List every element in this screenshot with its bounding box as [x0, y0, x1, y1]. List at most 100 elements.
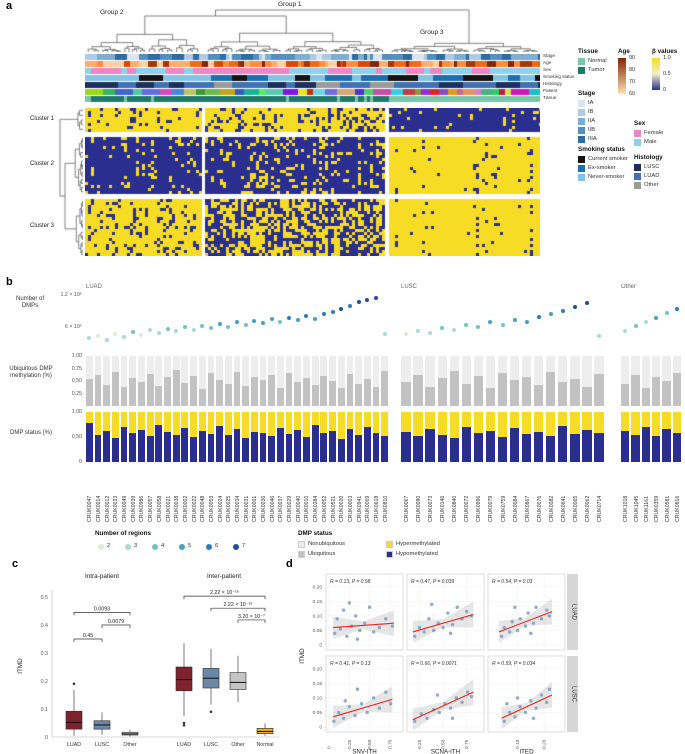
hypo-bar: [497, 437, 508, 462]
scatter-point: [337, 710, 341, 715]
ubiq-bar: [641, 387, 650, 406]
correlation-stats: R = 0.54, P = 0.03: [492, 579, 533, 585]
d-row-strip: [567, 574, 578, 650]
d-y-axis-label: ITMD: [299, 648, 306, 664]
scatter-point: [417, 625, 422, 630]
pvalue-bracket: [183, 595, 266, 600]
hypo-bar: [558, 425, 568, 462]
dmp-count-dot: [261, 321, 266, 326]
dmp-count-dot: [278, 319, 283, 324]
dmp-count-dot: [373, 295, 378, 300]
hypo-bar: [277, 427, 284, 462]
ubiq-bar: [129, 377, 137, 406]
c-y-tick: 0.3: [41, 651, 48, 657]
cluster-label-3: Cluster 3: [29, 223, 54, 229]
d-facet-content: [498, 598, 553, 643]
c-y-tick: 0.2: [41, 679, 48, 685]
scatter-point: [523, 710, 528, 715]
patient-label: CRUK0012: [104, 495, 111, 522]
scatter-point: [465, 609, 469, 614]
legend-age-bar: [618, 58, 626, 94]
dmp-count-dot: [633, 324, 638, 329]
ubiq-bar: [533, 385, 544, 406]
scatter-point: [545, 700, 549, 705]
ubiq-bar: [181, 383, 189, 406]
ubiq-bar: [112, 372, 119, 406]
dmp-count-dot: [200, 323, 205, 328]
scatter-point: [413, 719, 417, 723]
regression-line: [498, 611, 553, 633]
ubiq-bar-bg: [355, 356, 362, 406]
ubiq-bar: [425, 386, 435, 406]
dmp-count-dot: [643, 319, 648, 324]
legend-regions-label-7: 7: [242, 543, 246, 549]
c-x-label: LUAD: [67, 742, 81, 748]
d-facet-content: [412, 679, 474, 731]
hypo-bar: [207, 433, 215, 462]
legend-age-title: Age: [618, 48, 630, 55]
dmp-count-dot: [269, 317, 274, 322]
patient-label: CRUK0040: [295, 495, 302, 522]
d-facet-content: [332, 601, 395, 641]
scatter-point: [539, 693, 544, 697]
c-x-label: LUSC: [204, 742, 218, 748]
legend-histology-label-2: Other: [644, 182, 659, 188]
hypo-bar: [546, 435, 556, 462]
ubiq-bar: [621, 384, 630, 406]
patient-label: CRUK1045: [633, 495, 640, 522]
legend-regions-dot-5: [179, 544, 185, 550]
legend-regions-title: Number of regions: [95, 530, 151, 537]
d-y-tick: 0.05: [313, 628, 323, 634]
b-y3-tick-0: 1.00: [71, 409, 82, 415]
hypo-bar: [401, 432, 411, 462]
ubiq-bar-bg: [224, 356, 232, 406]
ubiq-bar: [242, 386, 250, 406]
track-label-6: Tissue: [543, 95, 557, 100]
dmp-count-dot: [596, 334, 601, 339]
hypo-bar: [112, 438, 119, 462]
legend-stage-label-0: IA: [588, 100, 594, 106]
ubiq-bar-bg: [120, 356, 128, 406]
regression-line: [412, 691, 474, 721]
scatter-point: [354, 614, 358, 618]
ubiq-bar: [311, 385, 319, 406]
dmp-count-dot: [87, 336, 92, 341]
patient-label: CRUK0003: [347, 495, 354, 522]
ubiq-bar-bg: [311, 356, 319, 406]
scatter-point: [377, 706, 382, 710]
ubiq-bar-bg: [198, 356, 206, 406]
ubiq-bar: [401, 382, 411, 406]
patient-label: CRUK0022: [191, 495, 198, 522]
itmd-boxplots: ITMD 0.5 0.4 0.3 0.2 0.1 0 Intra-patient LUAD LUS…: [17, 573, 280, 748]
legend-histology-swatch-1: [634, 173, 641, 180]
c-x-label: Other: [123, 742, 136, 748]
scatter-point: [465, 690, 470, 694]
regression-line: [332, 698, 393, 718]
dmp-count-dot: [174, 329, 179, 334]
legend-age-tick-0: 90: [629, 55, 636, 61]
d-facet-content: [412, 601, 474, 643]
hypo-bar: [372, 433, 380, 462]
box-outlier: [209, 710, 213, 714]
scatter-point: [371, 696, 376, 700]
scatter-point: [502, 625, 506, 630]
hypo-bar: [85, 423, 93, 462]
c-facet-title: Inter-patient: [207, 573, 241, 580]
ubiq-bar-bg: [372, 356, 380, 406]
dmp-count-dot: [208, 326, 213, 331]
ubiq-bar-bg: [181, 356, 189, 406]
c-x-label: Other: [231, 742, 244, 748]
patient-label: CRUK0146: [440, 495, 447, 522]
hypo-bar: [582, 429, 592, 462]
hypo-bar: [461, 426, 471, 462]
ubiq-bar-bg: [558, 356, 568, 406]
patient-label: CRUK0001: [252, 495, 259, 522]
ubiq-bar: [303, 378, 310, 406]
hypo-bar: [303, 436, 310, 462]
d-y-tick: 0.20: [313, 584, 323, 590]
scatter-point: [363, 621, 367, 625]
scatter-point: [448, 631, 453, 636]
d-y-tick: 0: [319, 643, 322, 649]
scatter-point: [365, 710, 369, 715]
hypo-bar: [652, 436, 661, 462]
